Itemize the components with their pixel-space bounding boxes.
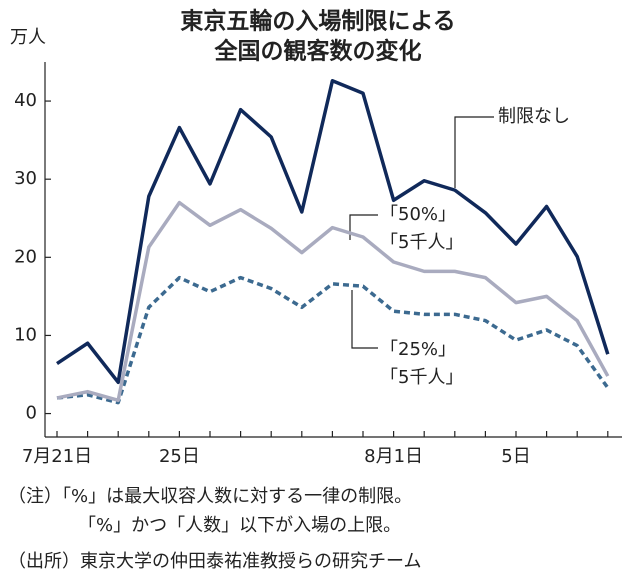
y-tick-label: 30 [14,168,37,189]
series-label: 制限なし [498,106,570,127]
chart-title: 全国の観客数の変化 [214,38,422,65]
x-tick-label: 7月21日 [22,446,92,467]
chart-title: 東京五輪の入場制限による [180,8,455,35]
y-tick-label: 0 [26,403,37,424]
series-line [56,200,610,403]
y-tick-label: 40 [14,90,37,111]
note: （出所）東京大学の仲田泰祐准教授らの研究チーム [8,551,421,572]
note: （注）「%」は最大収容人数に対する一律の制限。 [8,486,412,507]
y-tick-label: 20 [14,246,37,267]
leader-line [351,290,378,349]
series-label: 「25%」 [380,339,456,360]
series-label: 「5千人」 [380,367,463,388]
note: 「%」かつ「人数」以下が入場の上限。 [78,515,401,536]
x-tick-label: 25日 [159,446,200,467]
y-unit: 万人 [10,27,46,48]
series-line [56,275,610,405]
x-tick-label: 5日 [501,446,530,467]
series-label: 「50%」 [380,204,456,225]
series-line [56,79,610,385]
x-tick-label: 8月1日 [364,446,423,467]
leader-line [454,116,494,188]
series-label: 「5千人」 [380,232,463,253]
y-tick-label: 10 [14,324,37,345]
